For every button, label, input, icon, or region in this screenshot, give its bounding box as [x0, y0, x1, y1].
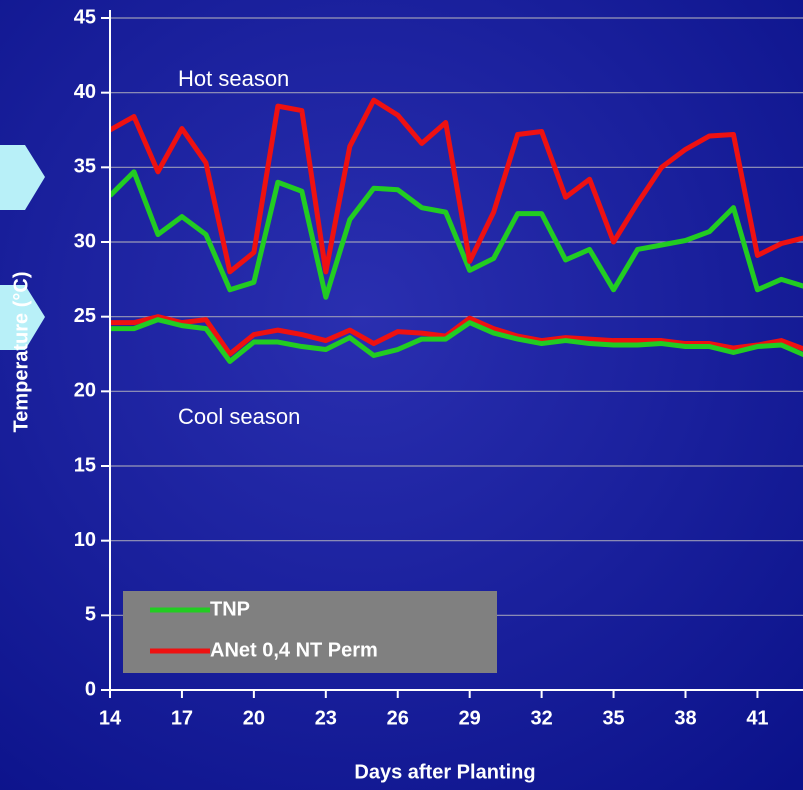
series-line	[110, 97, 803, 275]
x-tick-label: 32	[531, 707, 553, 729]
x-tick-label: 26	[387, 707, 409, 729]
y-tick-label: 30	[74, 230, 96, 252]
series-line	[110, 314, 803, 357]
y-tick-label: 45	[74, 6, 96, 28]
annotation: Cool season	[178, 404, 300, 429]
x-tick-label: 14	[99, 707, 122, 729]
x-axis-label: Days after Planting	[354, 761, 535, 783]
plot-area	[110, 97, 803, 364]
arrow-decoration	[0, 145, 45, 210]
x-tick-label: 41	[746, 707, 768, 729]
axes: 0 5 10 15 20 25 30 35 40 45 14 17 20 23 26 29 32 35 38 41	[74, 6, 803, 729]
x-tick-label: 23	[315, 707, 337, 729]
x-tick-label: 17	[171, 707, 193, 729]
legend-box	[123, 591, 497, 673]
y-tick-label: 25	[74, 305, 96, 327]
y-tick-label: 35	[74, 156, 96, 178]
legend-label: ANet 0,4 NT Perm	[210, 639, 378, 661]
arrow-decoration	[0, 285, 45, 350]
y-tick-label: 20	[74, 380, 96, 402]
y-tick-label: 15	[74, 454, 96, 476]
x-tick-label: 35	[602, 707, 624, 729]
y-tick-label: 5	[85, 604, 96, 626]
series-line	[110, 169, 803, 300]
annotation: Hot season	[178, 66, 289, 91]
y-tick-label: 10	[74, 529, 96, 551]
x-tick-label: 38	[674, 707, 696, 729]
y-axis-label: Temperature (°C)	[10, 272, 32, 433]
y-tick-label: 0	[85, 678, 96, 700]
y-tick-label: 40	[74, 81, 96, 103]
x-tick-label: 29	[459, 707, 481, 729]
legend: TNP ANet 0,4 NT Perm	[123, 591, 497, 673]
x-tick-label: 20	[243, 707, 265, 729]
legend-label: TNP	[210, 598, 250, 620]
series-line	[110, 317, 803, 364]
